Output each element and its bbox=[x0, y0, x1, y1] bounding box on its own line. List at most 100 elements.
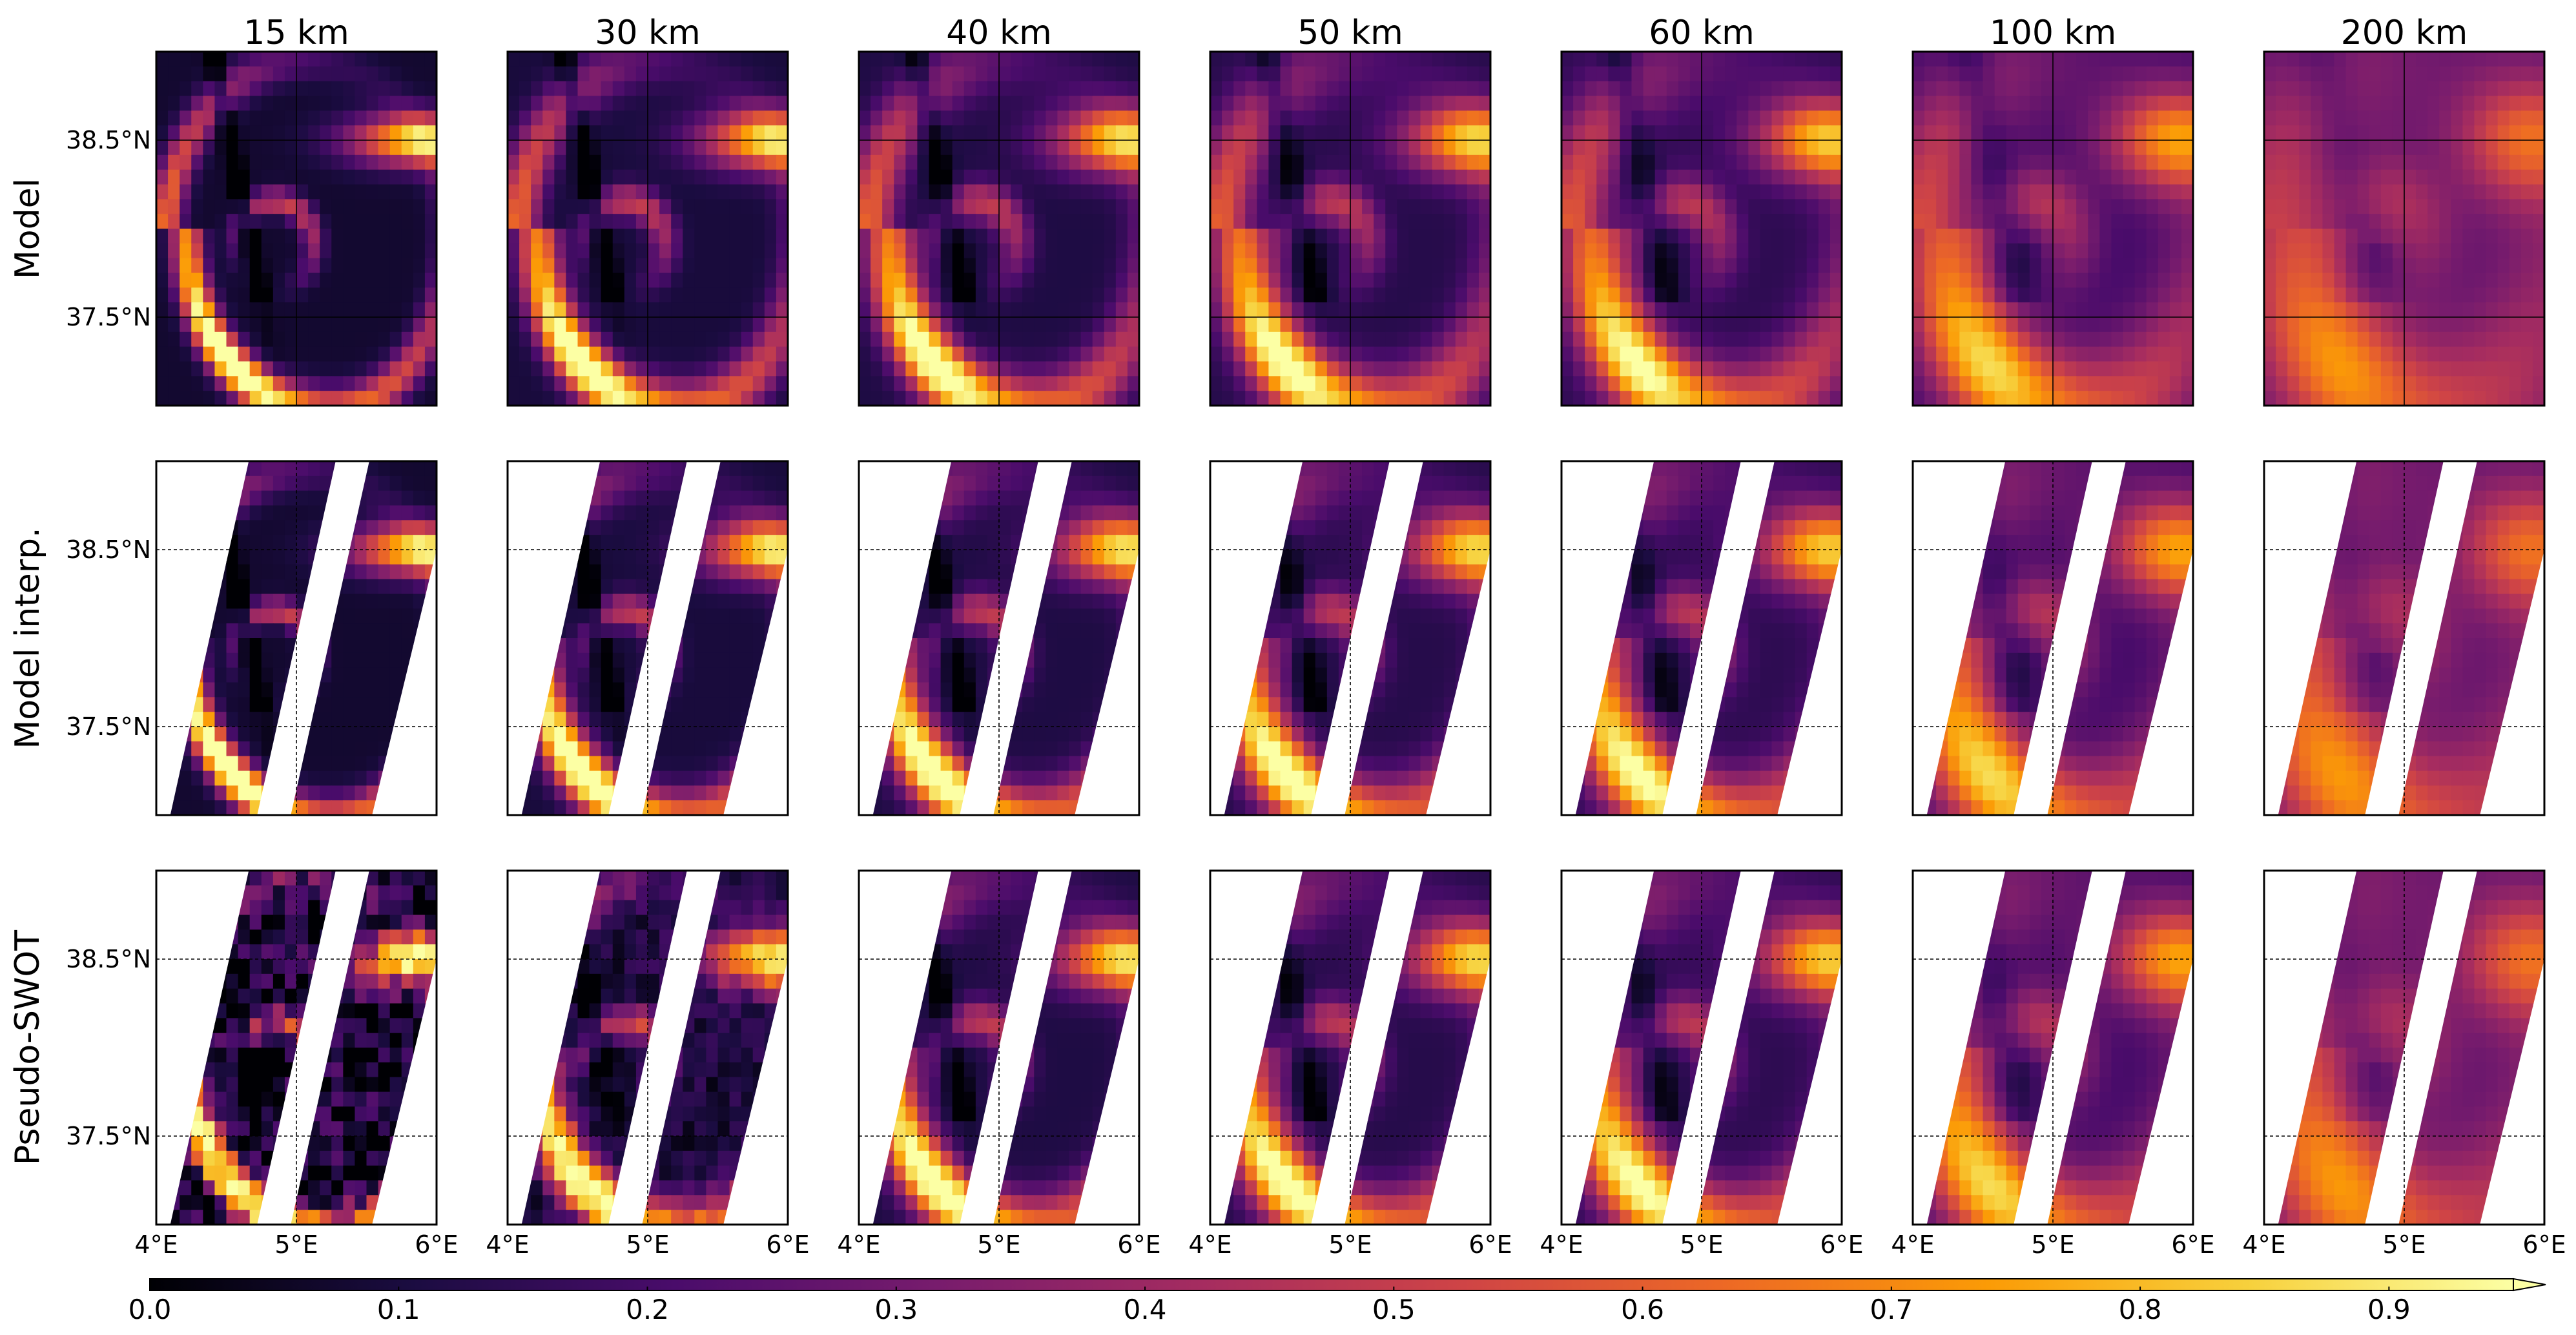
heatmap-cell bbox=[180, 184, 192, 200]
heatmap-cell bbox=[1011, 184, 1023, 200]
heatmap-cell bbox=[882, 287, 894, 303]
heatmap-cell bbox=[975, 331, 988, 347]
heatmap-cell bbox=[2439, 243, 2451, 259]
heatmap-cell bbox=[249, 550, 262, 565]
heatmap-cell bbox=[2264, 96, 2276, 111]
heatmap-cell bbox=[1034, 96, 1046, 111]
heatmap-cell bbox=[2276, 199, 2288, 214]
heatmap-cell bbox=[1326, 154, 1339, 171]
heatmap-cell bbox=[859, 391, 871, 406]
heatmap-cell bbox=[1233, 361, 1246, 377]
heatmap-cell bbox=[1783, 214, 1796, 229]
heatmap-cell bbox=[635, 243, 648, 259]
heatmap-cell bbox=[683, 184, 695, 200]
heatmap-cell bbox=[1783, 287, 1796, 303]
heatmap-cell bbox=[566, 594, 579, 609]
heatmap-cell bbox=[752, 96, 765, 111]
heatmap-cell bbox=[214, 125, 227, 141]
heatmap-cell bbox=[1678, 317, 1691, 333]
heatmap-cell bbox=[2322, 52, 2335, 67]
heatmap-cell bbox=[648, 154, 660, 171]
heatmap-cell bbox=[2264, 140, 2276, 156]
heatmap-cell bbox=[401, 199, 414, 214]
heatmap-cell bbox=[859, 302, 871, 318]
heatmap-cell bbox=[378, 667, 391, 683]
heatmap-cell bbox=[999, 125, 1011, 141]
heatmap-cell bbox=[1818, 66, 1831, 82]
heatmap-cell bbox=[1210, 125, 1222, 141]
heatmap-cell bbox=[2357, 110, 2370, 126]
heatmap-cell bbox=[917, 331, 930, 347]
heatmap-cell bbox=[1913, 214, 1925, 229]
heatmap-cell bbox=[2380, 258, 2393, 274]
heatmap-cell bbox=[1245, 391, 1257, 406]
heatmap-cell bbox=[1420, 154, 1433, 171]
heatmap-cell bbox=[2111, 125, 2124, 141]
heatmap-cell bbox=[2486, 81, 2499, 97]
heatmap-cell bbox=[180, 785, 192, 801]
heatmap-cell bbox=[694, 184, 707, 200]
heatmap-cell bbox=[1326, 125, 1339, 141]
heatmap-cell bbox=[624, 66, 637, 82]
heatmap-cell bbox=[999, 199, 1011, 214]
heatmap-cell bbox=[717, 490, 730, 506]
heatmap-cell bbox=[1127, 140, 1140, 156]
heatmap-cell bbox=[156, 125, 169, 141]
heatmap-cell bbox=[1338, 391, 1351, 406]
heatmap-cell bbox=[1994, 81, 2007, 97]
heatmap-cell bbox=[929, 243, 942, 259]
heatmap-cell bbox=[1760, 184, 1773, 200]
heatmap-cell bbox=[894, 52, 906, 67]
heatmap-cell bbox=[952, 229, 965, 244]
heatmap-cell bbox=[1069, 81, 1082, 97]
heatmap-cell bbox=[273, 771, 285, 786]
heatmap-cell bbox=[624, 287, 637, 303]
heatmap-cell bbox=[2311, 96, 2324, 111]
heatmap-cell bbox=[542, 579, 555, 595]
heatmap-cell bbox=[1104, 346, 1117, 362]
heatmap-cell bbox=[1069, 125, 1082, 141]
heatmap-cell bbox=[2041, 81, 2054, 97]
heatmap-cell bbox=[2053, 154, 2065, 171]
heatmap-cell bbox=[156, 66, 169, 82]
heatmap-cell bbox=[401, 66, 414, 82]
heatmap-cell bbox=[554, 550, 567, 565]
heatmap-cell bbox=[2123, 96, 2136, 111]
heatmap-cell bbox=[1795, 243, 1808, 259]
heatmap-cell bbox=[2053, 229, 2065, 244]
heatmap-cell bbox=[156, 154, 169, 171]
heatmap-cell bbox=[635, 214, 648, 229]
heatmap-cell bbox=[261, 667, 274, 683]
heatmap-cell bbox=[284, 638, 297, 654]
heatmap-cell bbox=[308, 302, 320, 318]
heatmap-cell bbox=[2065, 110, 2077, 126]
heatmap-cell bbox=[905, 331, 918, 347]
heatmap-cell bbox=[1936, 110, 1948, 126]
heatmap-cell bbox=[542, 243, 555, 259]
heatmap-cell bbox=[203, 317, 216, 333]
heatmap-cell bbox=[1292, 125, 1304, 141]
heatmap-cell bbox=[273, 331, 285, 347]
heatmap-cell bbox=[170, 550, 180, 565]
heatmap-cell bbox=[1608, 258, 1621, 274]
heatmap-cell bbox=[508, 550, 520, 564]
heatmap-cell bbox=[1034, 346, 1046, 362]
heatmap-cell bbox=[554, 579, 567, 595]
heatmap-cell bbox=[1994, 273, 2007, 288]
heatmap-cell bbox=[659, 125, 672, 141]
heatmap-cell bbox=[1374, 81, 1386, 97]
heatmap-cell bbox=[601, 52, 613, 67]
heatmap-cell bbox=[1689, 229, 1702, 244]
heatmap-cell bbox=[1011, 346, 1023, 362]
heatmap-cell bbox=[180, 490, 192, 506]
heatmap-cell bbox=[882, 199, 894, 214]
heatmap-cell bbox=[1478, 125, 1491, 141]
heatmap-cell bbox=[952, 243, 965, 259]
heatmap-cell bbox=[401, 229, 414, 244]
heatmap-cell bbox=[1760, 229, 1773, 244]
heatmap-cell bbox=[203, 475, 216, 492]
heatmap-cell bbox=[1959, 199, 1972, 214]
heatmap-cell bbox=[2065, 125, 2077, 141]
heatmap-cell bbox=[1924, 287, 1937, 303]
heatmap-cell bbox=[706, 346, 719, 362]
